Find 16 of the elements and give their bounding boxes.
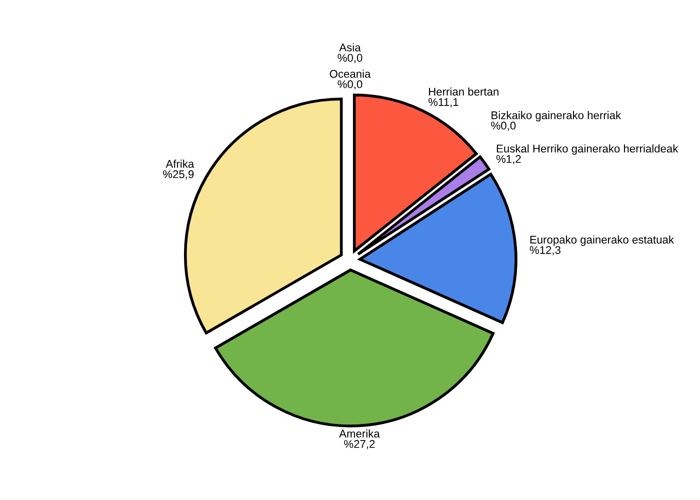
slice-label: Amerika	[339, 429, 380, 438]
slice-label: Afrika	[166, 160, 194, 168]
text: %0,0	[491, 122, 516, 131]
slice-label: Europako gainerako estatuak	[530, 235, 674, 246]
category-label: Oceania	[330, 70, 371, 78]
category-label: Asia	[339, 43, 361, 52]
data-label: %1,2	[496, 155, 521, 164]
data-label: %12,3	[530, 246, 560, 256]
data-label: %11,1	[428, 98, 458, 108]
data-label: %27,2	[344, 440, 375, 450]
text: %0,0	[338, 54, 362, 64]
text: %0,0	[338, 80, 362, 90]
slice-label: Herrian bertan	[429, 87, 498, 96]
data-label: %25,9	[163, 170, 194, 180]
slice-label: Euskal Herriko gainerako herrialdeak	[496, 144, 678, 155]
category-label: Bizkaiko gainerako herriak	[492, 111, 622, 122]
